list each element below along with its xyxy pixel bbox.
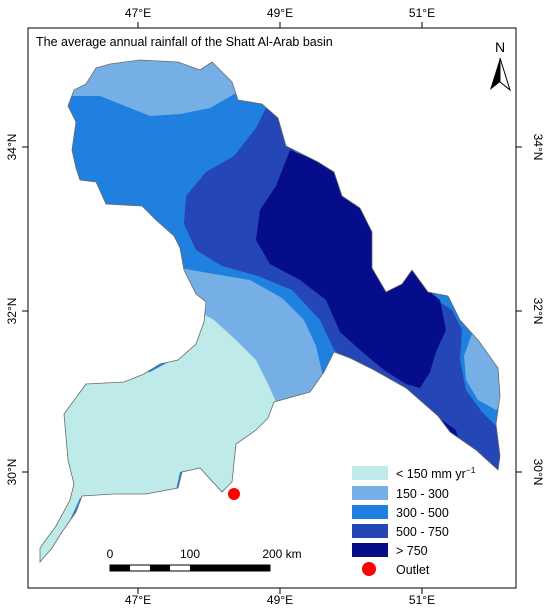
scale-bar: 0 100 200 km <box>107 547 302 572</box>
legend-label-150-300: 150 - 300 <box>396 487 449 501</box>
legend-swatch-lt150 <box>352 466 388 480</box>
legend-swatch-150-300 <box>352 486 388 500</box>
map-title: The average annual rainfall of the Shatt… <box>36 35 333 49</box>
lon-label-bottom-49: 49°E <box>267 593 293 607</box>
legend-outlet-marker <box>362 562 376 576</box>
lon-label-top-47: 47°E <box>125 6 151 20</box>
legend-swatch-gt750 <box>352 543 388 557</box>
zone-150-300-central <box>176 268 330 420</box>
map-frame <box>27 27 517 589</box>
lat-label-right-30: 30°N <box>531 459 545 486</box>
lat-label-left-32: 32°N <box>5 298 19 325</box>
legend-swatch-500-750 <box>352 524 388 538</box>
legend-label-300-500: 300 - 500 <box>396 506 449 520</box>
north-label: N <box>495 39 505 55</box>
graticule-ticks <box>22 22 522 594</box>
legend-label-gt750: > 750 <box>396 544 428 558</box>
lon-label-bottom-51: 51°E <box>409 593 435 607</box>
basin-outline <box>39 59 501 564</box>
legend: < 150 mm yr−1 150 - 300 300 - 500 500 - … <box>352 465 476 577</box>
legend-swatch-300-500 <box>352 505 388 519</box>
legend-label-500-750: 500 - 750 <box>396 525 449 539</box>
lon-label-top-51: 51°E <box>409 6 435 20</box>
lat-label-left-34: 34°N <box>5 134 19 161</box>
lon-label-bottom-47: 47°E <box>125 593 151 607</box>
outlet-marker <box>228 488 240 500</box>
lat-label-right-32: 32°N <box>531 298 545 325</box>
north-arrow-icon: N <box>490 39 511 92</box>
lat-label-right-34: 34°N <box>531 134 545 161</box>
scale-label-100: 100 <box>180 547 200 561</box>
lat-label-left-30: 30°N <box>5 459 19 486</box>
legend-label-outlet: Outlet <box>396 563 430 577</box>
legend-label-lt150: < 150 mm yr−1 <box>396 465 476 481</box>
scale-label-200: 200 km <box>262 547 301 561</box>
zone-gt750 <box>256 150 446 388</box>
zone-150-300-southeast <box>464 334 500 410</box>
scale-label-0: 0 <box>107 547 114 561</box>
lon-label-top-49: 49°E <box>267 6 293 20</box>
